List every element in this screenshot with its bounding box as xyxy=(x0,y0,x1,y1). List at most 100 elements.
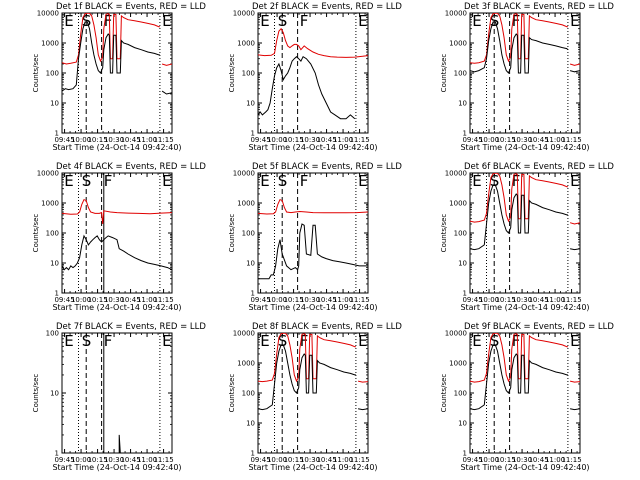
panel-det-1f: Det 1f BLACK = Events, RED = LLD 1 10 100 10… xyxy=(32,2,206,152)
panel-det-4f: Det 4f BLACK = Events, RED = LLD 1 10 100 10… xyxy=(32,162,206,312)
panel-det-8f: Det 8f BLACK = Events, RED = LLD 1 10 100 10… xyxy=(228,322,402,472)
region-label: F xyxy=(300,332,309,350)
panel-title: Det 6f BLACK = Events, RED = LLD xyxy=(464,162,614,172)
x-tick-label: 09:45 xyxy=(250,296,270,304)
y-tick-label: 10 xyxy=(246,420,255,428)
x-tick-label: 10:45 xyxy=(120,296,140,304)
y-tick-label: 1 xyxy=(463,450,467,458)
y-tick-label: 10 xyxy=(246,100,255,108)
events-series-line xyxy=(258,55,356,120)
y-tick-label: 100 xyxy=(242,70,255,78)
x-tick-label: 11:00 xyxy=(545,296,565,304)
lld-series-line xyxy=(470,333,580,383)
x-tick-label: 10:00 xyxy=(71,456,91,464)
region-label: S xyxy=(490,12,500,30)
y-axis-label: Counts/sec xyxy=(228,374,236,413)
x-tick-label: 11:15 xyxy=(153,456,173,464)
x-tick-label: 10:45 xyxy=(316,136,336,144)
events-series-line xyxy=(258,223,368,280)
region-label: E xyxy=(570,172,579,190)
y-tick-label: 10000 xyxy=(37,10,59,18)
x-axis-label: Start Time (24-Oct-14 09:42:40) xyxy=(460,143,589,152)
y-tick-label: 1 xyxy=(251,130,255,138)
x-tick-label: 10:30 xyxy=(300,456,320,464)
region-label: E xyxy=(162,172,171,190)
region-label: S xyxy=(490,332,500,350)
region-label: E xyxy=(162,332,171,350)
x-axis-label: Start Time (24-Oct-14 09:42:40) xyxy=(460,463,589,472)
x-tick-label: 10:15 xyxy=(283,136,303,144)
region-label: E xyxy=(570,12,579,30)
x-axis-label: Start Time (24-Oct-14 09:42:40) xyxy=(248,303,377,312)
y-axis-label: Counts/sec xyxy=(440,54,448,93)
x-tick-label: 10:45 xyxy=(120,136,140,144)
y-tick-label: 10 xyxy=(458,100,467,108)
x-tick-label: 09:45 xyxy=(54,456,74,464)
y-tick-label: 10000 xyxy=(233,170,255,178)
x-tick-label: 09:45 xyxy=(462,296,482,304)
region-label: E xyxy=(64,332,73,350)
x-axis-label: Start Time (24-Oct-14 09:42:40) xyxy=(460,303,589,312)
x-tick-label: 10:30 xyxy=(300,136,320,144)
region-label: E xyxy=(472,172,481,190)
panel-det-5f: Det 5f BLACK = Events, RED = LLD 1 10 100 10… xyxy=(228,162,402,312)
region-label: S xyxy=(278,332,288,350)
y-axis-label: Counts/sec xyxy=(228,54,236,93)
y-tick-label: 100 xyxy=(46,330,59,338)
panel-title: Det 2f BLACK = Events, RED = LLD xyxy=(252,2,402,12)
x-tick-label: 10:30 xyxy=(104,136,124,144)
x-tick-label: 10:00 xyxy=(267,136,287,144)
x-tick-label: 10:00 xyxy=(267,296,287,304)
x-tick-label: 10:00 xyxy=(267,456,287,464)
x-tick-label: 10:15 xyxy=(87,136,107,144)
x-tick-label: 10:00 xyxy=(479,296,499,304)
region-label: E xyxy=(260,12,269,30)
region-label: E xyxy=(472,332,481,350)
x-tick-label: 11:15 xyxy=(153,136,173,144)
y-tick-label: 1000 xyxy=(237,200,255,208)
y-axis-label: Counts/sec xyxy=(32,54,40,93)
lld-series-line xyxy=(258,333,368,383)
y-tick-label: 10 xyxy=(50,260,59,268)
lld-series-line xyxy=(62,13,172,66)
y-axis-label: Counts/sec xyxy=(440,214,448,253)
y-axis-label: Counts/sec xyxy=(32,374,40,413)
x-tick-label: 10:00 xyxy=(479,456,499,464)
region-label: E xyxy=(162,12,171,30)
panel-title: Det 4f BLACK = Events, RED = LLD xyxy=(56,162,206,172)
region-label: F xyxy=(104,172,113,190)
panel-det-7f: Det 7f BLACK = Events, RED = LLD 1 10 100 09… xyxy=(32,322,206,472)
x-axis-label: Start Time (24-Oct-14 09:42:40) xyxy=(248,143,377,152)
x-tick-label: 10:15 xyxy=(87,456,107,464)
x-tick-label: 10:45 xyxy=(316,456,336,464)
x-tick-label: 10:45 xyxy=(528,456,548,464)
x-tick-label: 11:00 xyxy=(137,296,157,304)
y-tick-label: 100 xyxy=(454,70,467,78)
y-tick-label: 1000 xyxy=(237,40,255,48)
region-label: S xyxy=(490,172,500,190)
events-series-line xyxy=(470,21,580,74)
region-label: E xyxy=(260,332,269,350)
y-tick-label: 1 xyxy=(463,290,467,298)
x-tick-label: 10:00 xyxy=(71,296,91,304)
x-tick-label: 10:15 xyxy=(495,296,515,304)
x-axis-label: Start Time (24-Oct-14 09:42:40) xyxy=(248,463,377,472)
panel-det-2f: Det 2f BLACK = Events, RED = LLD 1 10 100 10… xyxy=(228,2,402,152)
y-tick-label: 1000 xyxy=(237,360,255,368)
x-tick-label: 10:45 xyxy=(316,296,336,304)
y-tick-label: 1000 xyxy=(41,40,59,48)
x-tick-label: 10:45 xyxy=(528,296,548,304)
region-label: S xyxy=(82,332,92,350)
x-axis-label: Start Time (24-Oct-14 09:42:40) xyxy=(52,143,181,152)
y-axis-label: Counts/sec xyxy=(228,214,236,253)
y-tick-label: 100 xyxy=(454,390,467,398)
region-label: E xyxy=(358,12,367,30)
y-tick-label: 10000 xyxy=(445,330,467,338)
y-tick-label: 10000 xyxy=(233,330,255,338)
panel-det-9f: Det 9f BLACK = Events, RED = LLD 1 10 100 10… xyxy=(440,322,614,472)
y-tick-label: 10 xyxy=(50,100,59,108)
x-tick-label: 11:15 xyxy=(561,136,581,144)
y-tick-label: 100 xyxy=(46,70,59,78)
panel-title: Det 8f BLACK = Events, RED = LLD xyxy=(252,322,402,332)
region-label: F xyxy=(300,12,309,30)
